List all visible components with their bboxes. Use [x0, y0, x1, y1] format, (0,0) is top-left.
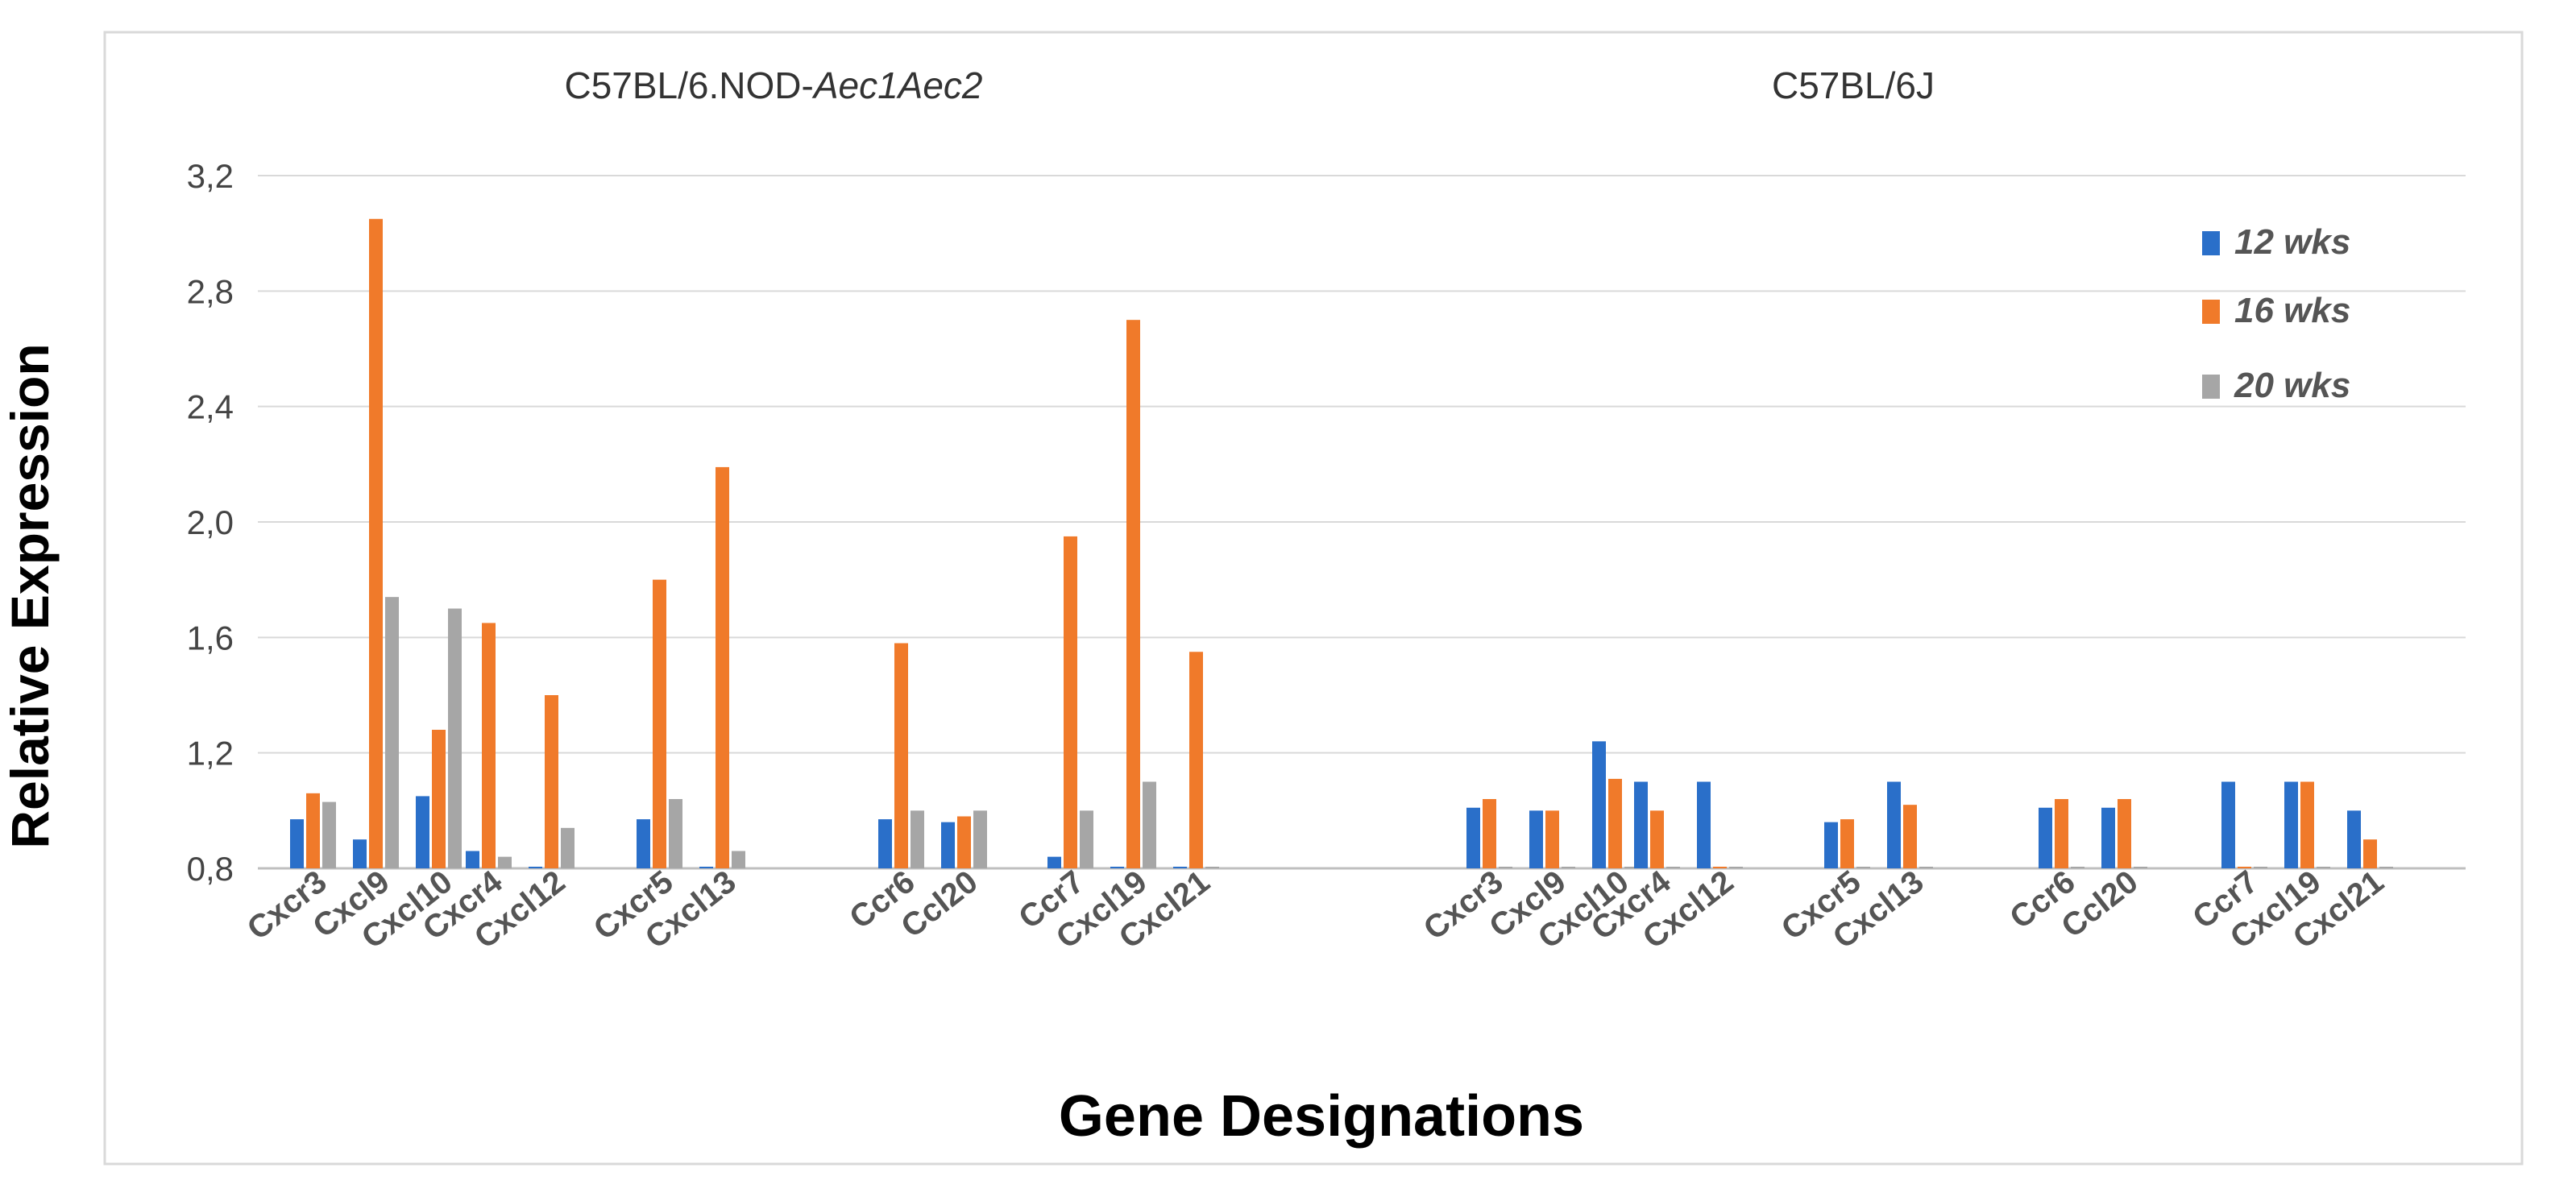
bar-cxcl19-16wks-panel1	[1126, 320, 1140, 869]
y-axis-label: Relative Expression	[0, 343, 60, 848]
y-tick-label: 1,6	[187, 619, 234, 656]
bar-cxcl13-16wks-panel2	[1903, 805, 1917, 868]
bar-cxcl12-12wks-panel2	[1697, 781, 1711, 868]
bar-cxcr3-16wks-panel2	[1483, 799, 1496, 868]
bar-cxcl9-20wks-panel2	[1562, 867, 1575, 868]
bar-cxcr4-12wks-panel1	[466, 851, 479, 868]
bar-ccl20-12wks-panel2	[2101, 807, 2115, 868]
bar-cxcr4-16wks-panel1	[482, 623, 496, 868]
bar-ccr7-16wks-panel2	[2238, 867, 2251, 868]
bar-cxcr5-20wks-panel2	[1856, 867, 1870, 868]
bar-cxcl19-12wks-panel1	[1110, 867, 1124, 868]
bar-cxcl21-16wks-panel2	[2363, 839, 2377, 868]
bar-cxcl13-12wks-panel1	[699, 867, 713, 868]
bar-cxcr3-12wks-panel2	[1466, 807, 1480, 868]
gridlines	[258, 175, 2466, 870]
bar-cxcr4-20wks-panel2	[1666, 867, 1680, 868]
bar-cxcr5-16wks-panel1	[653, 579, 666, 868]
bar-cxcr5-16wks-panel2	[1840, 819, 1854, 868]
bar-ccr6-20wks-panel2	[2071, 867, 2084, 868]
bar-cxcr3-20wks-panel1	[322, 801, 336, 868]
bar-cxcl9-16wks-panel2	[1545, 810, 1559, 868]
y-tick-label: 2,8	[187, 272, 234, 310]
bar-ccr6-20wks-panel1	[911, 810, 924, 868]
y-tick-label: 2,0	[187, 503, 234, 541]
bar-cxcl10-16wks-panel2	[1608, 778, 1622, 868]
legend: 12 wks 16 wks 20 wks	[2202, 222, 2350, 405]
bar-ccr7-20wks-panel1	[1080, 810, 1093, 868]
bar-cxcl12-16wks-panel2	[1713, 867, 1727, 868]
bar-cxcl21-12wks-panel1	[1173, 867, 1187, 868]
bar-ccl20-16wks-panel2	[2118, 799, 2131, 868]
bar-cxcl9-20wks-panel1	[385, 597, 399, 868]
bar-ccl20-20wks-panel1	[973, 810, 987, 868]
panel-title-left-italic: Aec1Aec2	[811, 64, 983, 106]
bar-ccr6-12wks-panel2	[2039, 807, 2052, 868]
bar-ccl20-12wks-panel1	[941, 822, 955, 868]
bar-cxcr5-12wks-panel2	[1824, 822, 1838, 868]
bar-cxcl13-20wks-panel2	[1919, 867, 1933, 868]
bar-ccr7-12wks-panel1	[1047, 856, 1061, 868]
bar-cxcl12-16wks-panel1	[545, 695, 558, 868]
bar-cxcr4-12wks-panel2	[1634, 781, 1648, 868]
bar-cxcl12-20wks-panel2	[1729, 867, 1743, 868]
panel-title-left: C57BL/6.NOD-Aec1Aec2	[564, 64, 982, 106]
bar-cxcl13-16wks-panel1	[716, 466, 729, 868]
x-axis-label: Gene Designations	[1059, 1084, 1584, 1149]
bars	[290, 218, 2393, 869]
bar-cxcr4-16wks-panel2	[1650, 810, 1664, 868]
bar-cxcl21-20wks-panel1	[1205, 867, 1219, 868]
bar-ccl20-16wks-panel1	[957, 816, 971, 868]
bar-ccr7-16wks-panel1	[1064, 536, 1077, 868]
legend-label-20wks: 20 wks	[2234, 366, 2350, 405]
bar-cxcl10-12wks-panel2	[1592, 741, 1606, 868]
bar-cxcl9-12wks-panel1	[353, 839, 367, 868]
bar-cxcl12-12wks-panel1	[529, 867, 542, 868]
bar-ccr6-16wks-panel1	[894, 643, 908, 868]
bar-cxcl13-20wks-panel1	[732, 851, 745, 868]
bar-cxcl10-16wks-panel1	[432, 730, 446, 868]
legend-label-16wks: 16 wks	[2234, 291, 2350, 330]
bar-cxcl19-20wks-panel1	[1143, 781, 1156, 868]
bar-cxcr3-20wks-panel2	[1499, 867, 1512, 868]
y-tick-label: 3,2	[187, 157, 234, 195]
bar-cxcl9-12wks-panel2	[1529, 810, 1543, 868]
legend-label-12wks: 12 wks	[2234, 222, 2350, 262]
bar-cxcl10-12wks-panel1	[416, 796, 429, 868]
bar-cxcl13-12wks-panel2	[1887, 781, 1901, 868]
bar-cxcl21-12wks-panel2	[2347, 810, 2361, 868]
legend-swatch-16wks	[2202, 300, 2220, 324]
bar-ccr7-20wks-panel2	[2254, 867, 2267, 868]
panel-title-left-plain: C57BL/6.NOD-	[564, 64, 813, 106]
bar-cxcl10-20wks-panel1	[448, 608, 462, 868]
bar-cxcr5-12wks-panel1	[637, 819, 650, 868]
legend-swatch-20wks	[2202, 375, 2220, 399]
bar-ccr7-12wks-panel2	[2221, 781, 2235, 868]
bar-cxcr3-12wks-panel1	[290, 819, 304, 868]
y-tick-label: 1,2	[187, 735, 234, 772]
plot-frame	[103, 31, 2524, 1166]
panel-title-right-plain: C57BL/6J	[1772, 64, 1935, 106]
bar-cxcl12-20wks-panel1	[561, 827, 575, 868]
bar-cxcl19-16wks-panel2	[2300, 781, 2314, 868]
bar-cxcl10-20wks-panel2	[1624, 867, 1638, 868]
bar-cxcr3-16wks-panel1	[306, 793, 320, 868]
bar-cxcr4-20wks-panel1	[498, 856, 512, 868]
bar-cxcl21-20wks-panel2	[2379, 867, 2393, 868]
bar-cxcl9-16wks-panel1	[369, 218, 383, 868]
bar-cxcr5-20wks-panel1	[669, 799, 682, 868]
bar-ccr6-12wks-panel1	[878, 819, 892, 868]
y-tick-label: 2,4	[187, 388, 234, 426]
bar-cxcl19-20wks-panel2	[2317, 867, 2330, 868]
bar-ccl20-20wks-panel2	[2134, 867, 2147, 868]
bar-cxcl19-12wks-panel2	[2284, 781, 2298, 868]
bar-ccr6-16wks-panel2	[2055, 799, 2068, 868]
legend-swatch-12wks	[2202, 231, 2220, 255]
bar-cxcl21-16wks-panel1	[1189, 652, 1203, 868]
panel-title-right: C57BL/6J	[1772, 64, 1935, 106]
y-tick-label: 0,8	[187, 850, 234, 888]
